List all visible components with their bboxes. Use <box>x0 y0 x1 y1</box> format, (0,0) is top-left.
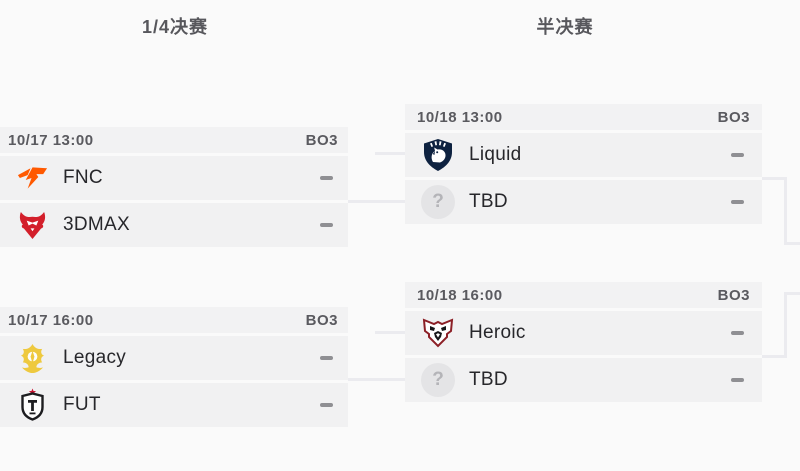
column-title-semifinals: 半决赛 <box>536 17 594 37</box>
match-card-quarterfinal-1[interactable]: 10/17 13:00 BO3 FNC - <box>0 127 348 247</box>
team-row-tbd[interactable]: ? TBD - <box>405 358 762 402</box>
liquid-logo-icon <box>420 137 456 173</box>
team-score: - <box>320 356 333 360</box>
team-name: Heroic <box>469 322 526 343</box>
fnatic-logo-icon <box>14 160 50 196</box>
fut-logo-icon <box>14 387 50 423</box>
team-name: 3DMAX <box>63 214 130 235</box>
score-dash <box>320 356 333 360</box>
heroic-logo-icon <box>420 315 456 351</box>
tbd-placeholder-icon: ? <box>420 362 456 398</box>
team-score: - <box>731 200 744 204</box>
match-datetime: 10/18 16:00 <box>417 286 503 304</box>
score-dash <box>731 331 744 335</box>
team-row-3dmax[interactable]: 3DMAX - <box>0 203 348 247</box>
match-format-badge: BO3 <box>717 286 750 304</box>
team-name: Liquid <box>469 144 522 165</box>
connector-line <box>348 378 405 381</box>
match-format-badge: BO3 <box>305 311 338 329</box>
team-row-tbd[interactable]: ? TBD - <box>405 180 762 224</box>
team-name: TBD <box>469 191 508 212</box>
connector-line <box>784 292 787 358</box>
question-mark-icon: ? <box>421 363 455 397</box>
connector-line <box>762 177 787 180</box>
match-card-semifinal-1[interactable]: 10/18 13:00 BO3 Liquid <box>405 104 762 224</box>
team-name: FUT <box>63 394 101 415</box>
match-header: 10/17 16:00 BO3 <box>0 307 348 333</box>
match-card-semifinal-2[interactable]: 10/18 16:00 BO3 Heroic - ? <box>405 282 762 402</box>
team-name: TBD <box>469 369 508 390</box>
team-name: FNC <box>63 167 103 188</box>
match-format-badge: BO3 <box>717 108 750 126</box>
team-row-fut[interactable]: FUT - <box>0 383 348 427</box>
question-mark-icon: ? <box>421 185 455 219</box>
legacy-logo-icon <box>14 340 50 376</box>
connector-line <box>375 152 405 155</box>
match-format-badge: BO3 <box>305 131 338 149</box>
match-datetime: 10/17 13:00 <box>8 131 94 149</box>
connector-line <box>784 292 800 295</box>
score-dash <box>731 153 744 157</box>
team-score: - <box>731 153 744 157</box>
team-score: - <box>731 378 744 382</box>
match-card-quarterfinal-2[interactable]: 10/17 16:00 BO3 Legacy - <box>0 307 348 427</box>
match-header: 10/18 16:00 BO3 <box>405 282 762 308</box>
match-header: 10/17 13:00 BO3 <box>0 127 348 153</box>
score-dash <box>320 223 333 227</box>
connector-line <box>348 200 405 203</box>
team-name: Legacy <box>63 347 127 368</box>
team-score: - <box>320 176 333 180</box>
score-dash <box>731 378 744 382</box>
tbd-placeholder-icon: ? <box>420 184 456 220</box>
connector-line <box>784 177 787 245</box>
team-row-liquid[interactable]: Liquid - <box>405 133 762 177</box>
team-row-legacy[interactable]: Legacy - <box>0 336 348 380</box>
team-score: - <box>731 331 744 335</box>
3dmax-logo-icon <box>14 207 50 243</box>
match-datetime: 10/17 16:00 <box>8 311 94 329</box>
score-dash <box>320 176 333 180</box>
score-dash <box>320 403 333 407</box>
team-row-heroic[interactable]: Heroic - <box>405 311 762 355</box>
score-dash <box>731 200 744 204</box>
team-score: - <box>320 403 333 407</box>
connector-line <box>762 355 787 358</box>
connector-line <box>784 242 800 245</box>
team-row-fnc[interactable]: FNC - <box>0 156 348 200</box>
connector-line <box>375 331 405 334</box>
match-header: 10/18 13:00 BO3 <box>405 104 762 130</box>
match-datetime: 10/18 13:00 <box>417 108 503 126</box>
column-title-quarterfinals: 1/4决赛 <box>141 17 209 37</box>
team-score: - <box>320 223 333 227</box>
